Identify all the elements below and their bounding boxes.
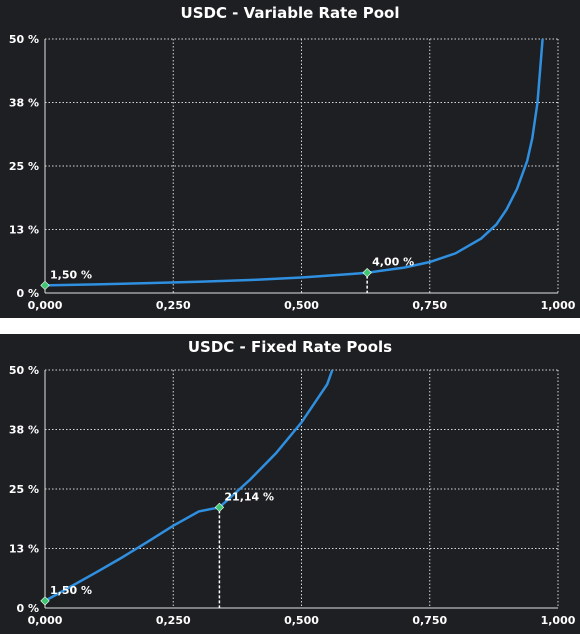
y-tick-label: 50 % (9, 33, 39, 46)
x-tick-label: 1,000 (541, 299, 576, 312)
data-point-label: 4,00 % (372, 256, 414, 269)
y-tick-label: 25 % (9, 160, 39, 173)
y-tick-label: 13 % (9, 224, 39, 237)
y-tick-label: 0 % (16, 287, 39, 300)
x-tick-label: 0,500 (284, 614, 319, 627)
x-tick-label: 0,250 (156, 614, 191, 627)
data-point-marker (40, 280, 50, 291)
x-tick-label: 0,500 (284, 299, 319, 312)
y-tick-label: 38 % (9, 97, 39, 110)
data-point-label: 21,14 % (224, 490, 274, 503)
data-point-marker (40, 596, 50, 606)
series-line (44, 38, 544, 287)
y-tick-label: 38 % (9, 424, 39, 437)
x-tick-label: 0,750 (412, 299, 447, 312)
y-tick-label: 0 % (16, 602, 39, 615)
chart-title: USDC - Fixed Rate Pools (187, 338, 393, 356)
chart-title: USDC - Variable Rate Pool (180, 4, 400, 22)
data-point-marker (362, 268, 372, 278)
y-tick-label: 50 % (9, 364, 39, 377)
variable-rate-chart: USDC - Variable Rate Pool 0 % 13 % 25 % 38 … (0, 0, 580, 318)
fixed-rate-plot: 0 % 13 % 25 % 38 % 50 % 0,000 0,250 0,500 0,750 1… (9, 364, 576, 627)
y-tick-label: 25 % (9, 483, 39, 496)
data-point-label: 1,50 % (50, 268, 92, 281)
x-tick-label: 0,250 (156, 299, 191, 312)
x-tick-label: 1,000 (541, 614, 576, 627)
variable-rate-plot: 0 % 13 % 25 % 38 % 50 % 0,000 0,250 0,500 0,750 1… (9, 33, 576, 312)
x-tick-label: 0,000 (28, 614, 63, 627)
x-tick-label: 0,000 (28, 299, 63, 312)
y-tick-label: 13 % (9, 543, 39, 556)
series-line (44, 369, 334, 602)
data-point-marker (214, 502, 225, 513)
x-tick-label: 0,750 (412, 614, 447, 627)
fixed-rate-chart: USDC - Fixed Rate Pools 0 % 13 % 25 % 38 % 5… (0, 334, 580, 634)
data-point-label: 1,50 % (50, 584, 92, 597)
